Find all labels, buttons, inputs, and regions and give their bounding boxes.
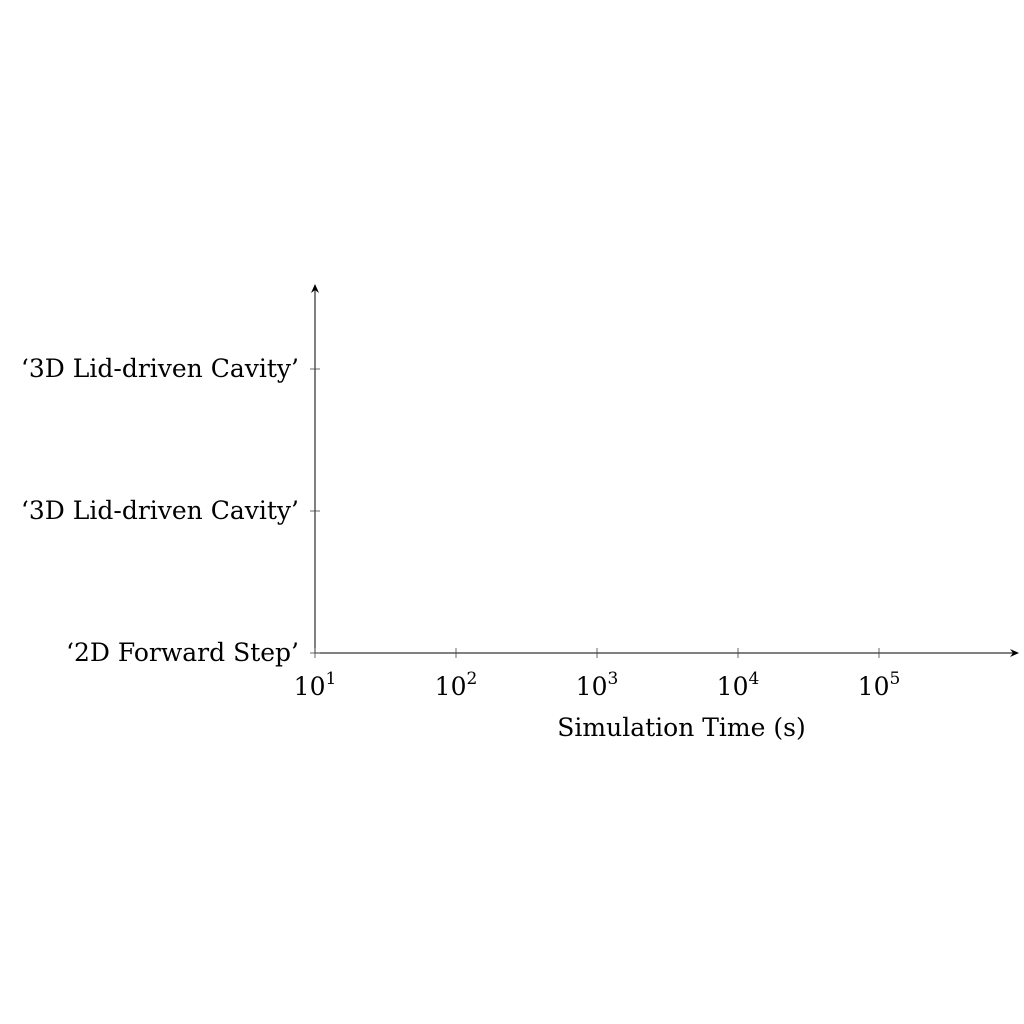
x-axis-label: Simulation Time (s) [557,713,805,742]
y-category-label: ‘2D Forward Step’ [66,638,299,667]
x-tick-label: 105 [858,669,901,701]
plot-area: 101 102 103 104 105 ‘2D Forward Step’ ‘3D Lid-… [21,284,1019,742]
y-category-label: ‘3D Lid-driven Cavity’ [21,496,299,525]
x-tick-label: 101 [294,669,337,701]
y-category-label: ‘3D Lid-driven Cavity’ [21,354,299,383]
x-tick-label: 103 [576,669,619,701]
x-tick-label: 104 [717,669,760,701]
x-tick-label: 102 [435,669,478,701]
